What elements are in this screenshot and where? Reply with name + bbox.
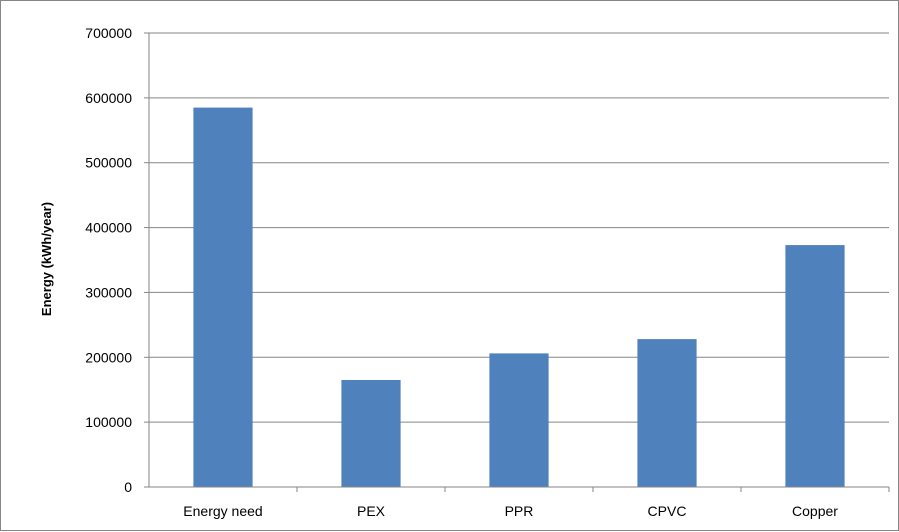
y-tick-label: 200000 [85, 349, 132, 365]
bars [193, 107, 845, 487]
bar-energy-need [193, 107, 253, 487]
y-tick-labels: 0 100000 200000 300000 400000 500000 600000 700… [85, 25, 132, 495]
x-tick-label: PPR [505, 503, 534, 519]
x-tick-label: Copper [792, 503, 838, 519]
bar-cpvc [637, 339, 697, 487]
x-tick-label: PEX [357, 503, 386, 519]
x-tick-labels: Energy need PEX PPR CPVC Copper [183, 503, 838, 519]
bar-copper [785, 245, 845, 487]
bar-ppr [489, 353, 549, 487]
y-tick-label: 700000 [85, 25, 132, 41]
y-tick-label: 0 [124, 479, 132, 495]
x-tick-label: CPVC [648, 503, 687, 519]
y-tick-label: 100000 [85, 414, 132, 430]
x-tick-label: Energy need [183, 503, 262, 519]
gridlines [149, 32, 889, 423]
y-axis-title: Energy (kWh/year) [39, 202, 54, 316]
bar-pex [341, 379, 401, 487]
y-tick-label: 500000 [85, 155, 132, 171]
axes [144, 32, 890, 492]
y-tick-label: 300000 [85, 284, 132, 300]
y-tick-label: 400000 [85, 220, 132, 236]
y-tick-label: 600000 [85, 90, 132, 106]
